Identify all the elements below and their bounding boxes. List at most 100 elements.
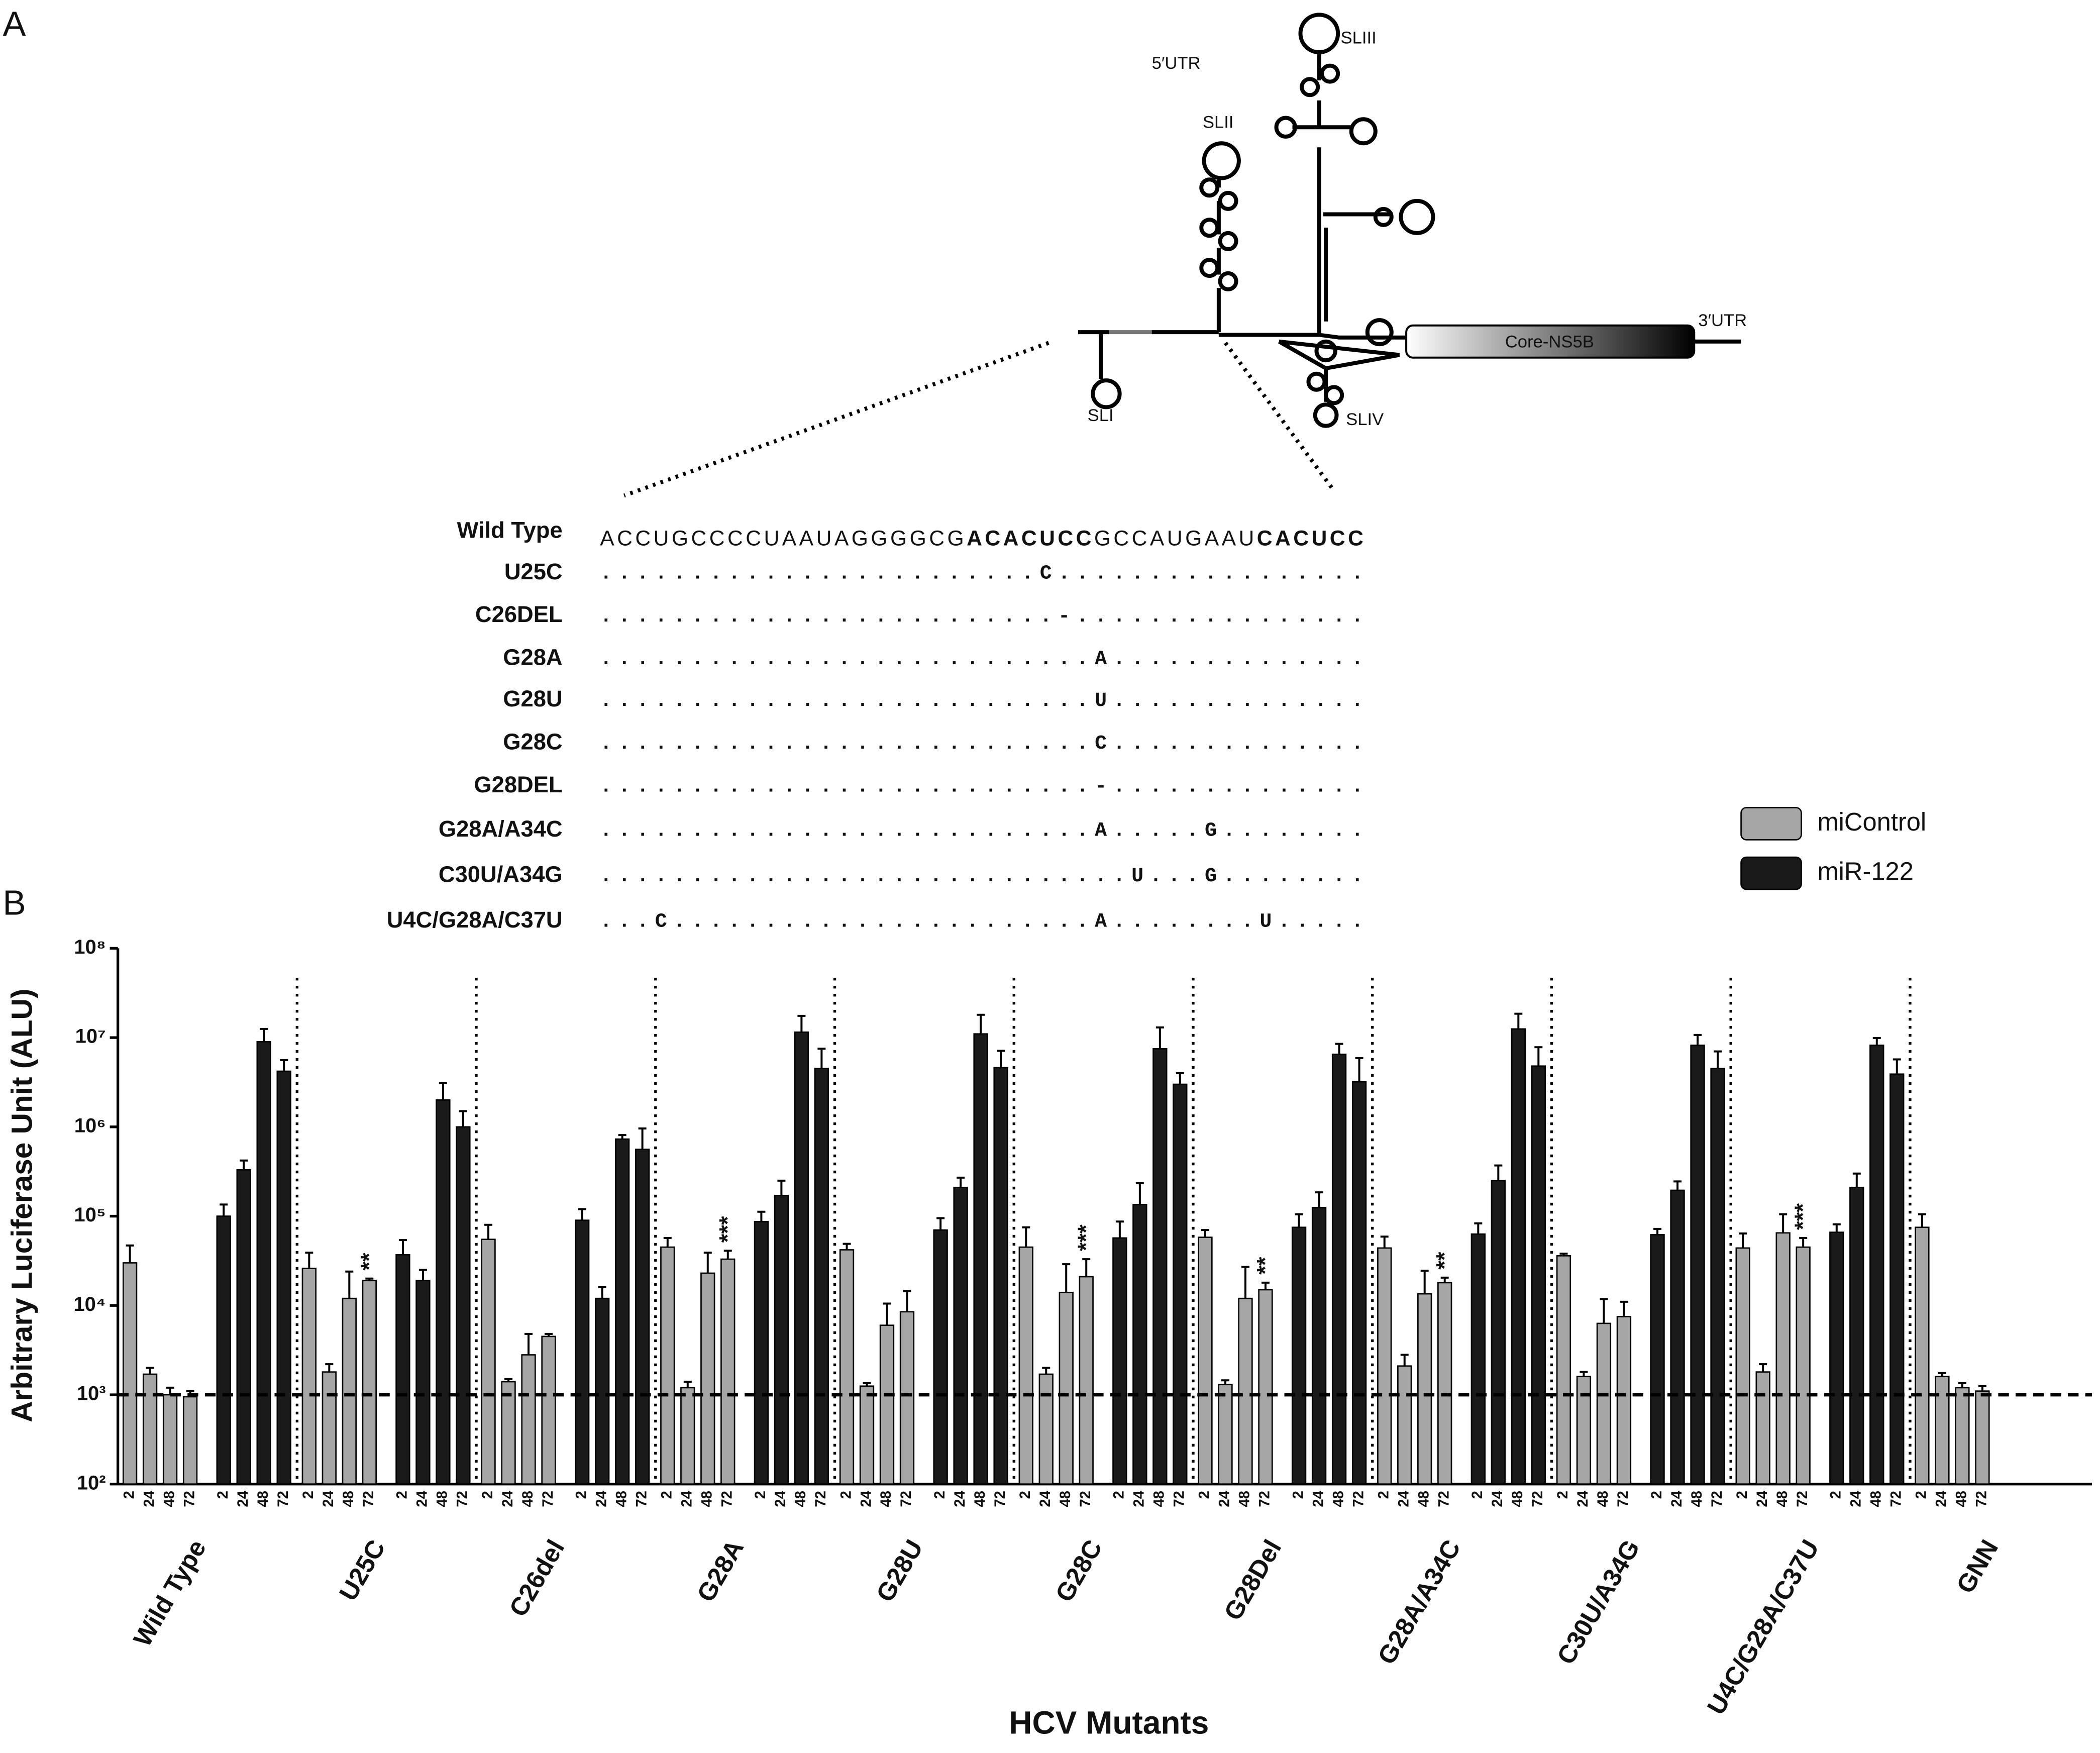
x-tick-label: 2: [1828, 1491, 1844, 1499]
error-bar: [936, 1217, 945, 1230]
bar: [814, 1068, 829, 1485]
bar: [142, 1373, 158, 1485]
zoom-lines: [623, 341, 1334, 498]
x-tick-label: 48: [161, 1491, 177, 1507]
error-bar: [883, 1302, 891, 1325]
bar: [1173, 1083, 1188, 1485]
bar: [1616, 1316, 1632, 1485]
error-bar: [126, 1244, 134, 1263]
bar: [1869, 1045, 1884, 1485]
bar: [1198, 1236, 1213, 1485]
y-tick-label: 10⁶: [74, 1114, 106, 1137]
mutant-sequence: .............................U...G......…: [600, 865, 1363, 888]
error-bar: [1620, 1300, 1628, 1317]
bar: [301, 1268, 317, 1485]
error-bar: [398, 1239, 407, 1255]
error-bar: [1135, 1182, 1144, 1205]
x-tick-label: 2: [215, 1491, 231, 1499]
bar: [1596, 1322, 1612, 1485]
error-bar: [1893, 1058, 1901, 1074]
x-tick-label: 24: [679, 1490, 695, 1507]
error-bar: [545, 1332, 553, 1336]
error-bar: [1580, 1371, 1588, 1377]
error-bar: [1694, 1034, 1702, 1046]
error-bar: [439, 1082, 447, 1100]
error-bar: [703, 1252, 712, 1273]
error-bar: [1115, 1220, 1124, 1238]
x-tick-label: 48: [434, 1491, 451, 1507]
x-tick-label: 72: [633, 1491, 650, 1507]
sequence-name: U25C: [504, 559, 563, 584]
utr5-label: 5′UTR: [1152, 54, 1201, 73]
x-tick-label: 48: [792, 1491, 809, 1507]
bar: [276, 1070, 291, 1485]
x-tick-label: 2: [1734, 1491, 1750, 1499]
error-bar: [957, 1176, 965, 1188]
error-bar: [418, 1269, 427, 1281]
error-bar: [1474, 1222, 1483, 1234]
sequence-name: G28A: [503, 645, 562, 670]
utr3-label: 3′UTR: [1698, 311, 1747, 330]
panel-label: A: [3, 5, 26, 44]
error-bar: [1978, 1385, 1986, 1391]
bar: [1975, 1390, 1990, 1485]
bar: [754, 1220, 769, 1485]
error-bar: [663, 1236, 672, 1248]
x-tick-label: 2: [479, 1491, 496, 1499]
x-tick-label: 72: [1794, 1491, 1811, 1507]
error-bar: [1440, 1276, 1449, 1283]
error-bar: [1062, 1263, 1071, 1293]
bar: [1796, 1246, 1811, 1485]
error-bar: [1852, 1172, 1861, 1188]
bar: [395, 1254, 410, 1485]
error-bar: [1600, 1298, 1608, 1323]
bar: [1331, 1054, 1347, 1485]
sequence-name: G28DEL: [474, 772, 562, 797]
x-tick-label: 72: [812, 1491, 829, 1507]
error-bar: [1315, 1191, 1323, 1208]
bar: [839, 1249, 855, 1485]
bar: [953, 1186, 968, 1485]
x-tick-label: 2: [931, 1491, 948, 1499]
error-bar: [598, 1286, 606, 1299]
x-tick-label: 2: [394, 1491, 410, 1499]
bar: [594, 1297, 610, 1485]
x-tick-label: 48: [1953, 1491, 1970, 1507]
mutant-sequence: ...........................-............…: [600, 775, 1363, 798]
bar: [1311, 1206, 1327, 1485]
x-tick-label: 72: [181, 1491, 197, 1507]
x-tick-label: 24: [1037, 1490, 1054, 1507]
x-tick-label: 48: [613, 1491, 629, 1507]
error-bar: [1653, 1227, 1662, 1235]
bar: [1889, 1073, 1905, 1485]
x-tick-label: 24: [1754, 1490, 1770, 1507]
bar: [794, 1031, 809, 1485]
bar: [1670, 1189, 1685, 1485]
error-bar: [1938, 1372, 1946, 1377]
significance: ***: [714, 1216, 740, 1243]
bar: [1218, 1384, 1233, 1485]
category-label: G28C: [1049, 1535, 1108, 1607]
bar: [436, 1099, 451, 1485]
bar: [322, 1371, 337, 1485]
bar: [501, 1381, 516, 1485]
bar: [1710, 1068, 1725, 1485]
mutant-sequence: .........................-..............…: [600, 605, 1363, 628]
x-tick-label: 24: [772, 1490, 789, 1507]
bar: [1576, 1376, 1592, 1485]
bar: [541, 1335, 556, 1485]
error-bar: [1241, 1266, 1249, 1299]
x-tick-label: 72: [992, 1491, 1008, 1507]
bar: [1291, 1226, 1307, 1485]
legend-swatch: [1740, 856, 1802, 890]
x-tick-label: 2: [1290, 1491, 1306, 1499]
x-tick-label: 2: [1111, 1491, 1127, 1499]
error-bar: [1380, 1235, 1389, 1248]
bar: [1531, 1065, 1546, 1485]
sl-label: SLII: [1203, 113, 1234, 132]
error-bar: [305, 1252, 313, 1269]
category-label: U4C/G28A/C37U: [1702, 1535, 1825, 1719]
error-bar: [1494, 1164, 1503, 1181]
error-bar: [1355, 1057, 1363, 1082]
error-bar: [345, 1270, 354, 1299]
